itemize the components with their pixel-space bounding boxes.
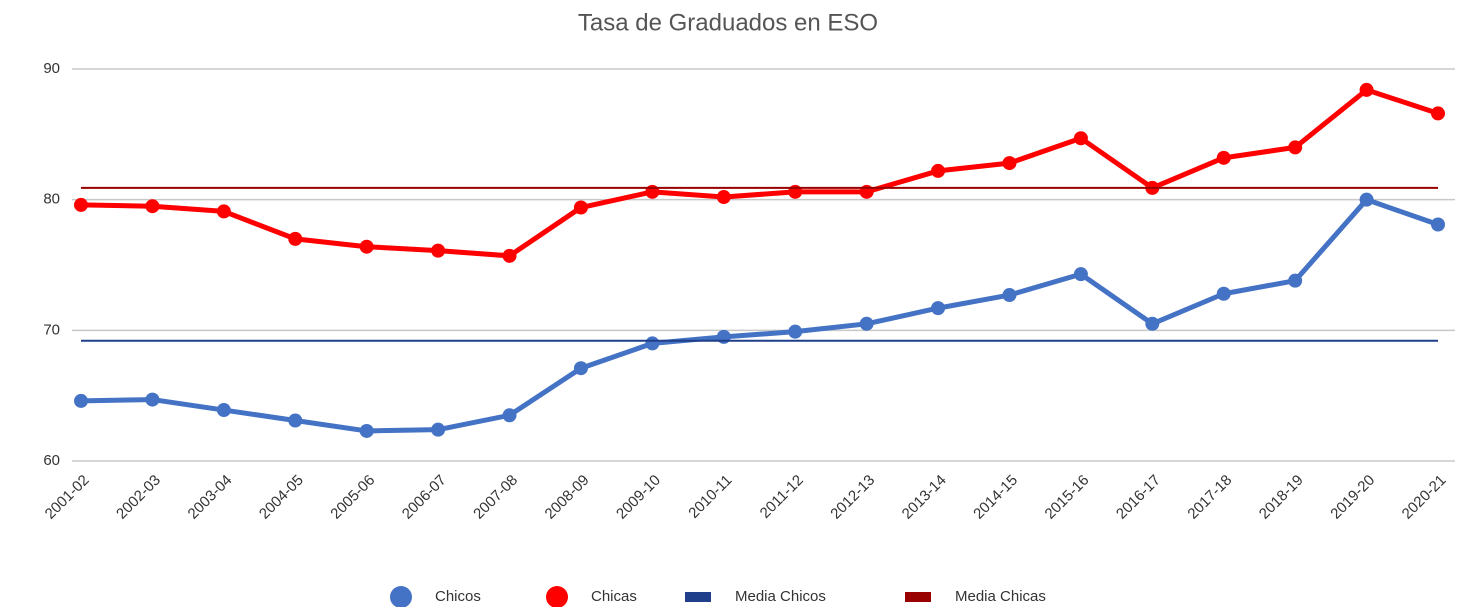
data-point [359, 239, 374, 254]
data-point [573, 200, 588, 215]
legend-label: Media Chicas [955, 588, 1046, 605]
data-point [431, 422, 446, 437]
data-point [74, 197, 88, 212]
x-tick-label: 2009-10 [613, 472, 664, 523]
data-point [1431, 217, 1445, 232]
data-point [931, 301, 946, 316]
legend-symbol [905, 592, 931, 602]
legend-symbol [390, 586, 412, 607]
x-tick-label: 2002-03 [113, 472, 164, 523]
data-point [788, 324, 803, 339]
y-tick-label: 80 [43, 191, 60, 208]
x-tick-label: 2012-13 [827, 472, 878, 523]
data-point [359, 423, 374, 438]
x-tick-label: 2011-12 [757, 472, 807, 522]
data-point [74, 393, 88, 408]
data-point [216, 403, 231, 418]
series-line [80, 197, 1439, 434]
data-point [145, 199, 160, 214]
data-point [216, 204, 231, 219]
x-tick-label: 2013-14 [899, 472, 950, 523]
legend-label: Chicos [435, 588, 481, 605]
data-point [1288, 273, 1303, 288]
y-tick-label: 90 [43, 60, 60, 77]
data-point [1359, 192, 1374, 207]
data-point [502, 408, 517, 423]
chart-title: Tasa de Graduados en ESO [578, 9, 878, 36]
x-tick-label: 2017-18 [1184, 472, 1235, 523]
x-tick-label: 2015-16 [1042, 472, 1093, 523]
legend-label: Chicas [591, 588, 637, 605]
data-point [288, 413, 303, 428]
data-point [1216, 150, 1231, 165]
x-tick-label: 2014-15 [970, 472, 1021, 523]
data-point [859, 316, 874, 331]
data-point [1216, 286, 1231, 301]
data-point [1288, 140, 1303, 155]
legend-symbol [546, 586, 568, 607]
x-tick-label: 2005-06 [327, 472, 378, 523]
x-tick-label: 2001-02 [42, 472, 93, 523]
data-point [1431, 106, 1445, 121]
y-tick-label: 70 [43, 321, 60, 338]
x-tick-label: 2004-05 [256, 472, 307, 523]
x-tick-label: 2006-07 [399, 472, 450, 523]
series-line [80, 87, 1439, 259]
y-tick-label: 60 [43, 452, 60, 469]
x-tick-label: 2010-11 [685, 472, 735, 522]
legend-symbol [685, 592, 711, 602]
x-tick-label: 2008-09 [542, 472, 593, 523]
data-point [1359, 82, 1374, 97]
x-tick-label: 2019-20 [1327, 472, 1378, 523]
data-point [1002, 288, 1017, 303]
data-point [645, 336, 660, 351]
x-tick-label: 2003-04 [185, 472, 236, 523]
data-point [145, 392, 160, 407]
data-point [502, 248, 517, 263]
x-tick-label: 2018-19 [1256, 472, 1307, 523]
legend-label: Media Chicos [735, 588, 826, 605]
data-point [1073, 267, 1088, 282]
data-point [1145, 316, 1160, 331]
x-tick-label: 2016-17 [1113, 472, 1164, 523]
data-point [1002, 156, 1017, 171]
data-point [288, 231, 303, 246]
x-tick-label: 2020-21 [1399, 472, 1450, 523]
data-point [573, 361, 588, 376]
data-point [1073, 131, 1088, 146]
x-tick-label: 2007-08 [470, 472, 521, 523]
data-point [716, 190, 731, 205]
data-point [931, 163, 946, 178]
data-point [431, 243, 446, 258]
